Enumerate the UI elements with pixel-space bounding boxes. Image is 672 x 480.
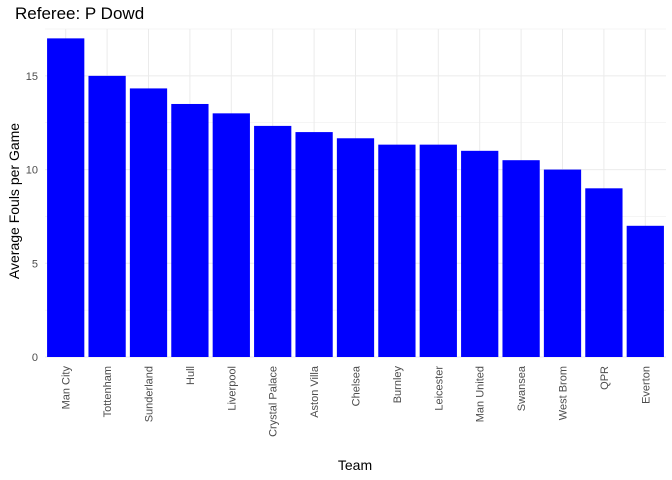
x-axis-title: Team [338,457,372,473]
bars [47,38,664,357]
bar [461,150,499,357]
bar [171,103,209,357]
bar [47,38,85,357]
x-tick-label: Hull [185,366,197,385]
x-tick-label: Man United [475,366,487,422]
x-tick-label: West Brom [558,366,570,420]
bar [378,144,416,357]
bar [502,160,540,357]
x-tick-label: Man City [61,366,73,410]
x-tick-label: Chelsea [351,365,363,406]
bar [212,113,250,357]
bar [626,225,664,357]
x-tick-label: Everton [640,366,652,404]
bar [129,88,168,357]
y-tick-label: 5 [32,258,38,270]
x-tick-label: Liverpool [226,366,238,411]
x-tick-label: Crystal Palace [268,366,280,437]
bar [543,169,582,357]
bar [88,75,126,357]
x-tick-label: Sunderland [144,366,156,422]
y-tick-label: 0 [32,352,38,364]
y-tick-label: 10 [26,165,38,177]
x-tick-label: QPR [599,366,611,390]
y-axis-ticks: 0 5 10 15 [26,71,38,364]
x-tick-label: Leicester [433,366,445,411]
x-tick-label: Aston Villa [309,365,321,418]
bar [336,138,375,357]
bar [419,144,457,357]
x-tick-label: Burnley [392,366,404,404]
bar [585,188,623,357]
bar [254,125,292,357]
y-tick-label: 15 [26,71,38,83]
x-tick-label: Tottenham [102,366,114,417]
bar [295,132,333,357]
chart-title: Referee: P Dowd [15,4,145,23]
x-tick-label: Swansea [516,365,528,411]
x-axis-ticks: Man City Tottenham Sunderland Hull Liverpool… [61,365,653,437]
y-axis-title: Average Fouls per Game [6,123,22,279]
